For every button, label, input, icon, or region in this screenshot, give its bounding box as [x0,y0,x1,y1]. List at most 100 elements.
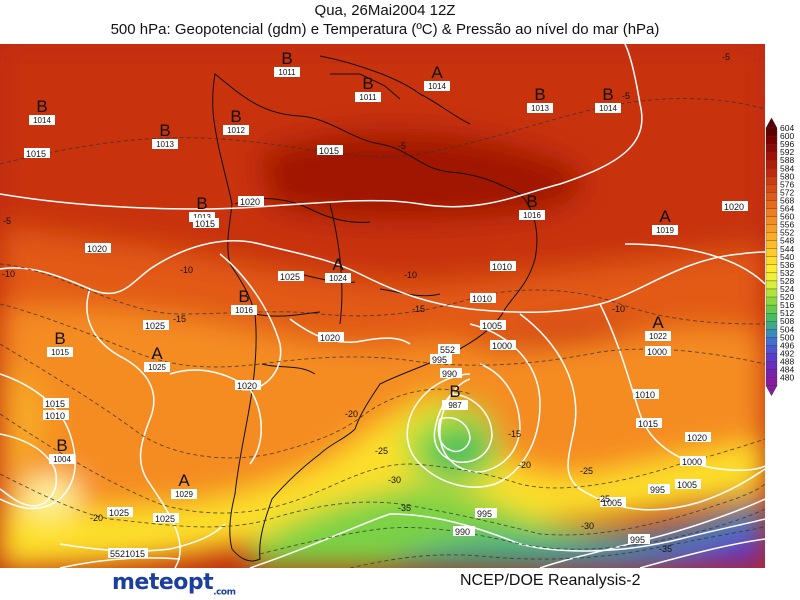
isobar-label: 1020 [238,196,264,207]
legend-swatch [765,288,778,298]
pressure-center-letter: B [449,382,460,401]
isobar-label: 552 [438,344,460,355]
isobar-label: 1000 [490,340,516,351]
pressure-center-value: 1011 [359,93,377,102]
isobar-label: 1015 [24,148,50,159]
legend-level-label: 536 [780,260,794,270]
svg-text:1020: 1020 [87,244,107,254]
legend-swatch [765,216,778,225]
svg-text:5521015: 5521015 [110,549,145,559]
pressure-center-letter: B [362,74,373,93]
pressure-center-value: 1014 [33,116,51,125]
isobar-label: 5521015 [108,548,148,559]
map-title-variables: 500 hPa: Geopotencial (gdm) e Temperatur… [110,21,660,38]
legend-level-label: 540 [780,252,794,262]
weather-map: B 1014 B 1013 B 1012 B 1011 B 1011 A 1014 B 1013 B 1014… [0,44,765,568]
isobar-label: 995 [430,354,452,365]
legend-swatch [765,160,778,169]
isobar-label: 1025 [278,271,304,282]
legend-level-label: 604 [780,123,794,133]
legend-level-label: 504 [780,324,794,334]
legend-level-label: 548 [780,236,794,246]
isobar-label: 1020 [685,432,711,443]
svg-text:552: 552 [440,345,455,355]
legend-level-label: 524 [780,284,794,294]
isotherm-label: -30 [581,521,594,531]
legend-level-label: 484 [780,365,794,375]
isobar-label: 1020 [722,201,748,212]
legend-swatch [765,329,778,338]
pressure-center-letter: B [54,329,65,348]
pressure-center-letter: B [56,436,67,455]
legend-swatch [765,304,778,314]
isobar-label: 1005 [600,497,626,508]
isotherm-label: -15 [508,429,521,439]
svg-text:995: 995 [432,355,447,365]
isobar-label: 1005 [675,479,701,490]
legend-level-label: 552 [780,228,794,238]
legend-swatch [765,184,778,193]
legend-level-label: 532 [780,268,794,278]
svg-text:1000: 1000 [682,457,702,467]
pressure-center-value: 1014 [428,82,446,91]
svg-text:1015: 1015 [319,146,339,156]
pressure-center-value: 1013 [156,140,174,149]
legend-level-label: 576 [780,179,794,189]
isobar-label: 1020 [85,243,111,254]
legend-level-label: 520 [780,292,794,302]
pressure-center-letter: A [151,344,163,363]
legend-level-label: 544 [780,244,794,254]
pressure-center-value: 1011 [278,68,296,77]
svg-text:990: 990 [442,369,457,379]
coastlines [212,55,538,562]
svg-text:1005: 1005 [482,321,502,331]
legend-swatch [765,272,778,282]
svg-text:1020: 1020 [237,381,257,391]
pressure-center-value: 1014 [599,104,617,113]
isobar-label: 990 [453,526,475,537]
legend-swatch [765,192,778,201]
isotherm-label: -35 [398,503,411,513]
pressure-center-letter: B [526,192,537,211]
meteopt-logo: meteopt.com [112,570,236,598]
isobar-label: 1025 [153,513,179,524]
isobar-label: 995 [475,508,497,519]
svg-text:1010: 1010 [635,390,655,400]
legend-level-label: 496 [780,340,794,350]
legend-swatch [765,135,778,145]
legend-level-label: 568 [780,195,794,205]
legend-swatch [765,168,778,177]
legend-swatch [765,200,778,209]
svg-text:1005: 1005 [677,480,697,490]
svg-text:1025: 1025 [280,272,300,282]
isotherm-label: -15 [412,304,425,314]
isotherm-label: -20 [518,460,531,470]
isobar-label: 1005 [480,320,506,331]
pressure-center-letter: B [281,49,292,68]
legend-swatch [765,264,778,274]
svg-text:990: 990 [455,527,470,537]
map-title-date: Qua, 26Mai2004 12Z [314,2,456,19]
pressure-center-value: 1004 [53,455,71,464]
isobar-label: 1015 [317,145,343,156]
isobar-label: 995 [628,534,650,545]
svg-text:1020: 1020 [320,333,340,343]
svg-text:1020: 1020 [687,433,707,443]
legend-level-label: 560 [780,212,794,222]
isotherm-label: -20 [90,513,103,523]
legend-swatch [765,345,778,354]
isobar-label: 1025 [107,507,133,518]
pressure-center-value: 1013 [193,213,211,222]
legend-swatch [765,312,778,322]
pressure-center-letter: B [602,85,613,104]
pressure-center-letter: A [431,63,443,82]
